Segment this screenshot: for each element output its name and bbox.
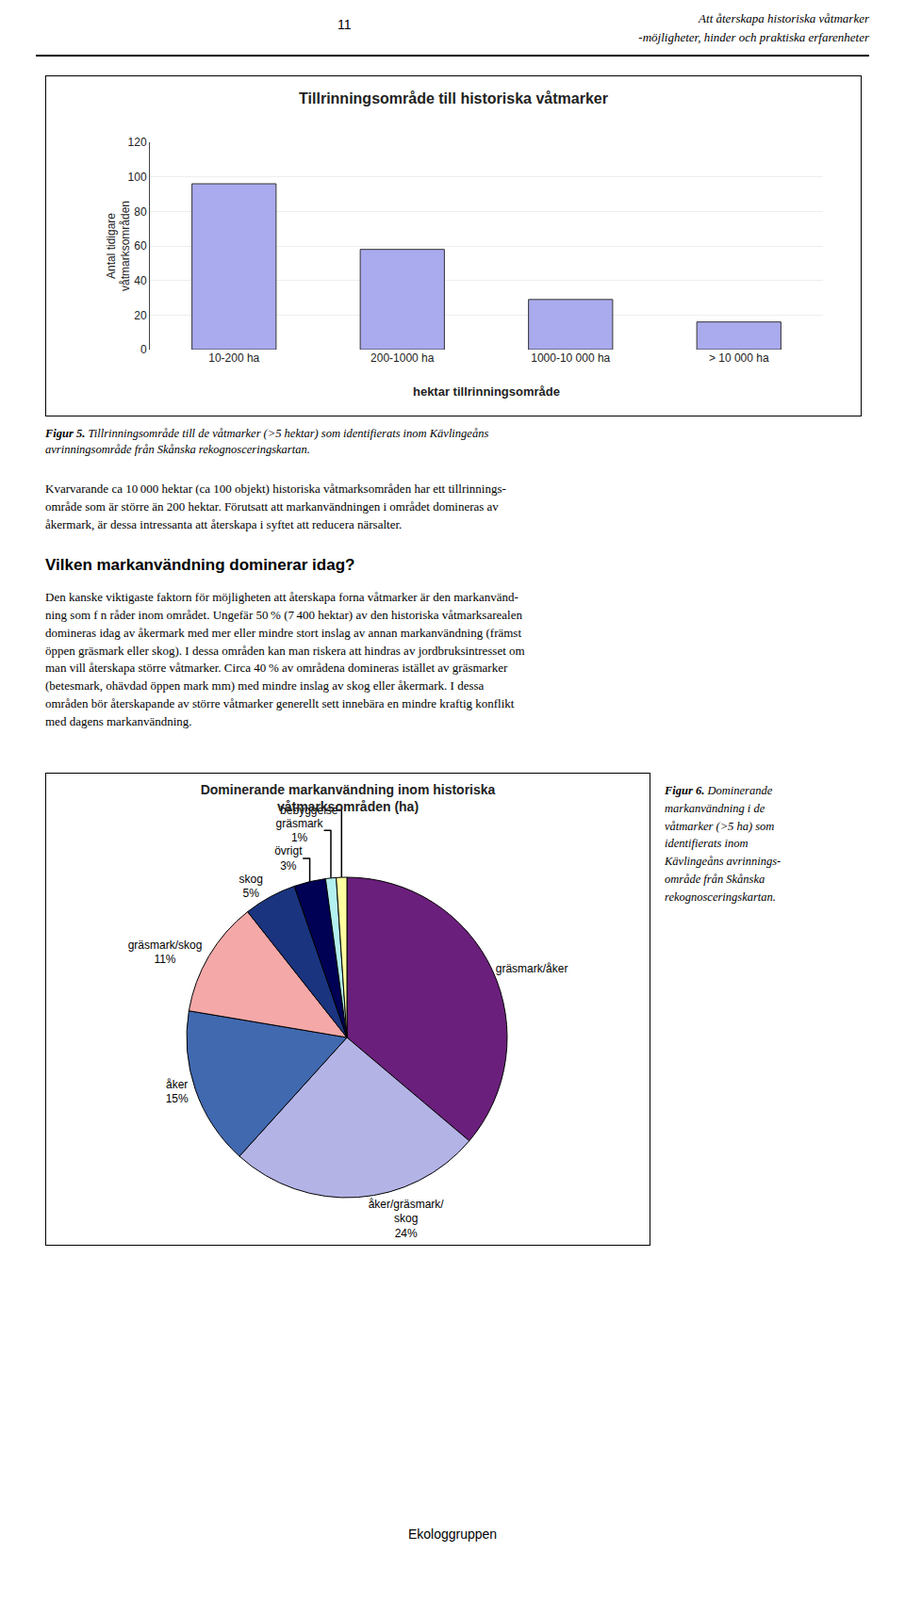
svg-text:1000-10 000 ha: 1000-10 000 ha xyxy=(530,351,610,365)
svg-text:10-200 ha: 10-200 ha xyxy=(208,351,260,365)
html-text:Den kanske viktigaste faktorn: Den kanske viktigaste faktorn för möjlig… xyxy=(45,590,525,729)
svg-text:0: 0 xyxy=(140,343,148,357)
html-text:Kvarvarande ca 10 000 hektar (: Kvarvarande ca 10 000 hektar (ca 100 obj… xyxy=(45,481,507,532)
svg-text:20: 20 xyxy=(133,309,148,323)
svg-text:åker/gräsmark/skog24%: åker/gräsmark/skog24% xyxy=(368,1198,445,1241)
html-text:11: 11 xyxy=(337,16,352,33)
html-text:Figur 5. Tillrinningsområde ti: Figur 5. Tillrinningsområde till de våtm… xyxy=(45,427,489,457)
html-text:Figur 6. Dominerande markanvän: Figur 6. Dominerande markanvändning i de… xyxy=(664,784,781,904)
svg-text:hektar tillrinningsområde: hektar tillrinningsområde xyxy=(412,384,560,399)
svg-text:60: 60 xyxy=(133,239,148,253)
svg-text:Dominerande markanvändning ino: Dominerande markanvändning inom historis… xyxy=(200,782,496,815)
svg-text:övrigt3%: övrigt3% xyxy=(274,844,303,873)
svg-text:100: 100 xyxy=(128,170,148,184)
svg-text:skog5%: skog5% xyxy=(239,872,264,902)
svg-text:200-1000 ha: 200-1000 ha xyxy=(370,351,435,365)
svg-text:gräsmark1%: gräsmark1% xyxy=(276,817,325,846)
svg-text:Tillrinningsområde till histor: Tillrinningsområde till historiska våtma… xyxy=(298,90,609,107)
svg-text:40: 40 xyxy=(133,274,148,288)
html-text:Ekologgruppen: Ekologgruppen xyxy=(408,1527,497,1543)
html-text:Att återskapa historiska våtma: Att återskapa historiska våtmarker xyxy=(698,11,870,26)
svg-text:gräsmark/skog11%: gräsmark/skog11% xyxy=(128,938,203,968)
html-text:Vilken markanvändning dominera: Vilken markanvändning dominerar idag? xyxy=(45,556,355,575)
svg-text:120: 120 xyxy=(128,135,148,149)
svg-text:Antal tidigarevåtmarksområden: Antal tidigarevåtmarksområden xyxy=(104,200,133,292)
svg-text:åker15%: åker15% xyxy=(165,1078,189,1107)
svg-text:> 10 000 ha: > 10 000 ha xyxy=(708,351,770,365)
html-text:-möjligheter, hinder och prakt: -möjligheter, hinder och praktiska erfar… xyxy=(638,30,870,45)
svg-text:gräsmark/åker: gräsmark/åker xyxy=(495,962,569,976)
svg-text:80: 80 xyxy=(133,205,148,219)
svg-text:bebyggelse: bebyggelse xyxy=(279,804,339,818)
